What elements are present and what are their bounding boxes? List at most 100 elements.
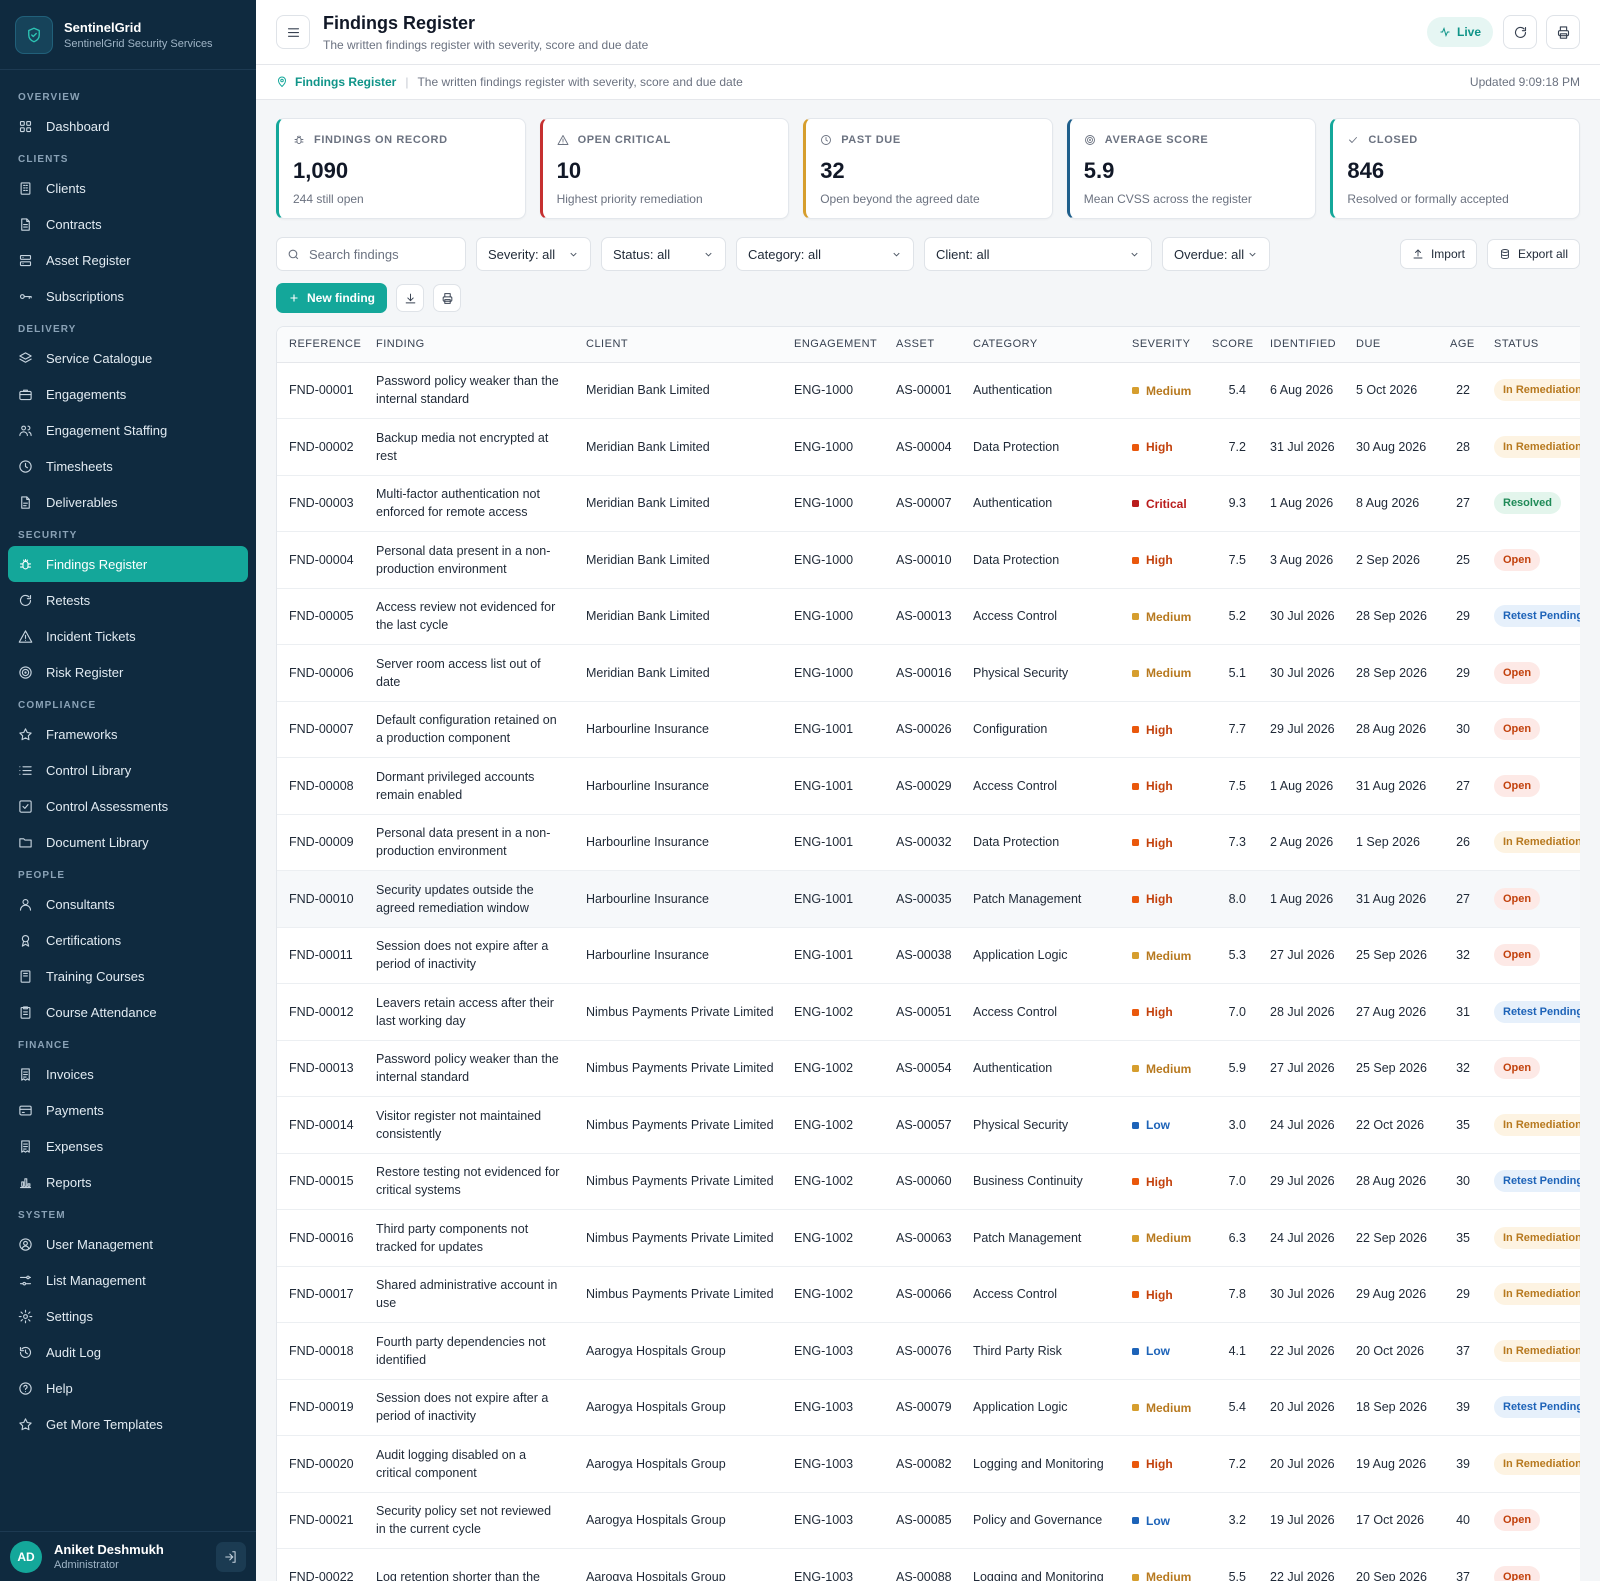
status-filter[interactable]: Status: all bbox=[601, 237, 726, 271]
sidebar-item-invoices[interactable]: Invoices bbox=[8, 1056, 248, 1092]
table-row[interactable]: FND-00006 Server room access list out of … bbox=[277, 644, 1580, 702]
table-row[interactable]: FND-00019 Session does not expire after a… bbox=[277, 1379, 1580, 1436]
column-header-asset[interactable]: ASSET bbox=[884, 327, 961, 363]
sidebar-item-course-attendance[interactable]: Course Attendance bbox=[8, 994, 248, 1030]
sidebar-item-control-assessments[interactable]: Control Assessments bbox=[8, 788, 248, 824]
table-row[interactable]: FND-00013 Password policy weaker than the… bbox=[277, 1040, 1580, 1097]
new-finding-button[interactable]: New finding bbox=[276, 283, 387, 313]
sidebar-item-certifications[interactable]: Certifications bbox=[8, 922, 248, 958]
cell-finding: Personal data present in a non-productio… bbox=[364, 531, 574, 589]
severity-filter[interactable]: Severity: all bbox=[476, 237, 591, 271]
table-row[interactable]: FND-00021 Security policy set not reviewe… bbox=[277, 1492, 1580, 1549]
refresh-button[interactable] bbox=[1503, 15, 1537, 49]
sidebar-item-retests[interactable]: Retests bbox=[8, 582, 248, 618]
sidebar-item-training-courses[interactable]: Training Courses bbox=[8, 958, 248, 994]
table-row[interactable]: FND-00008 Dormant privileged accounts rem… bbox=[277, 757, 1580, 815]
table-row[interactable]: FND-00003 Multi-factor authentication not… bbox=[277, 475, 1580, 532]
column-header-due[interactable]: DUE bbox=[1344, 327, 1438, 363]
table-row[interactable]: FND-00009 Personal data present in a non-… bbox=[277, 814, 1580, 871]
severity-badge: Medium bbox=[1132, 1570, 1191, 1581]
column-header-finding[interactable]: FINDING bbox=[364, 327, 574, 363]
table-row[interactable]: FND-00005 Access review not evidenced for… bbox=[277, 588, 1580, 645]
severity-badge: Medium bbox=[1132, 949, 1191, 963]
sidebar-item-control-library[interactable]: Control Library bbox=[8, 752, 248, 788]
column-header-severity[interactable]: SEVERITY bbox=[1120, 327, 1200, 363]
import-button[interactable]: Import bbox=[1399, 239, 1477, 269]
sidebar-item-settings[interactable]: Settings bbox=[8, 1298, 248, 1334]
column-header-category[interactable]: CATEGORY bbox=[961, 327, 1120, 363]
avatar[interactable]: AD bbox=[10, 1540, 42, 1573]
table-row[interactable]: FND-00001 Password policy weaker than the… bbox=[277, 362, 1580, 419]
table-row[interactable]: FND-00014 Visitor register not maintained… bbox=[277, 1096, 1580, 1154]
table-body: FND-00001 Password policy weaker than the… bbox=[277, 362, 1580, 1581]
breadcrumb-current[interactable]: Findings Register bbox=[295, 75, 397, 89]
table-row[interactable]: FND-00017 Shared administrative account i… bbox=[277, 1266, 1580, 1323]
sidebar-item-service-catalogue[interactable]: Service Catalogue bbox=[8, 340, 248, 376]
sidebar-item-get-more-templates[interactable]: Get More Templates bbox=[8, 1406, 248, 1442]
table-row[interactable]: FND-00016 Third party components not trac… bbox=[277, 1209, 1580, 1267]
stat-subtext: Open beyond the agreed date bbox=[820, 192, 980, 206]
sidebar-item-consultants[interactable]: Consultants bbox=[8, 886, 248, 922]
sidebar-item-list-management[interactable]: List Management bbox=[8, 1262, 248, 1298]
table-row[interactable]: FND-00010 Security updates outside the ag… bbox=[277, 870, 1580, 928]
sidebar-item-user-management[interactable]: User Management bbox=[8, 1226, 248, 1262]
sidebar-item-help[interactable]: Help bbox=[8, 1370, 248, 1406]
table-row[interactable]: FND-00020 Audit logging disabled on a cri… bbox=[277, 1435, 1580, 1493]
column-header-score[interactable]: SCORE bbox=[1200, 327, 1258, 363]
cell-ref: FND-00006 bbox=[277, 644, 364, 702]
menu-toggle-button[interactable] bbox=[276, 15, 310, 49]
search-input[interactable] bbox=[309, 246, 449, 262]
sidebar-item-dashboard[interactable]: Dashboard bbox=[8, 108, 248, 144]
client-filter[interactable]: Client: all bbox=[924, 237, 1152, 271]
column-header-reference[interactable]: REFERENCE bbox=[277, 327, 364, 363]
logout-button[interactable] bbox=[216, 1541, 246, 1572]
table-row[interactable]: FND-00007 Default configuration retained … bbox=[277, 701, 1580, 758]
overdue-filter[interactable]: Overdue: all bbox=[1162, 237, 1270, 271]
sidebar-item-deliverables[interactable]: Deliverables bbox=[8, 484, 248, 520]
search-box[interactable] bbox=[276, 237, 466, 271]
sidebar-item-audit-log[interactable]: Audit Log bbox=[8, 1334, 248, 1370]
sidebar-item-payments[interactable]: Payments bbox=[8, 1092, 248, 1128]
brand[interactable]: SentinelGrid SentinelGrid Security Servi… bbox=[0, 0, 256, 70]
table-row[interactable]: FND-00004 Personal data present in a non-… bbox=[277, 531, 1580, 589]
sidebar-item-contracts[interactable]: Contracts bbox=[8, 206, 248, 242]
print-table-button[interactable] bbox=[433, 284, 461, 312]
table-row[interactable]: FND-00015 Restore testing not evidenced f… bbox=[277, 1153, 1580, 1210]
sidebar-item-reports[interactable]: Reports bbox=[8, 1164, 248, 1200]
severity-badge: High bbox=[1132, 1288, 1173, 1302]
sidebar-item-expenses[interactable]: Expenses bbox=[8, 1128, 248, 1164]
sidebar-item-engagement-staffing[interactable]: Engagement Staffing bbox=[8, 412, 248, 448]
sidebar-item-engagements[interactable]: Engagements bbox=[8, 376, 248, 412]
download-button[interactable] bbox=[396, 284, 424, 312]
sidebar-item-clients[interactable]: Clients bbox=[8, 170, 248, 206]
column-header-identified[interactable]: IDENTIFIED bbox=[1258, 327, 1344, 363]
table-row[interactable]: FND-00002 Backup media not encrypted at r… bbox=[277, 418, 1580, 476]
sidebar-item-incident-tickets[interactable]: Incident Tickets bbox=[8, 618, 248, 654]
table-row[interactable]: FND-00011 Session does not expire after a… bbox=[277, 927, 1580, 984]
export-all-button[interactable]: Export all bbox=[1486, 239, 1580, 269]
column-header-engagement[interactable]: ENGAGEMENT bbox=[782, 327, 884, 363]
status-badge: In Remediation bbox=[1494, 1339, 1580, 1362]
column-header-client[interactable]: CLIENT bbox=[574, 327, 782, 363]
table-row[interactable]: FND-00022 Log retention shorter than the A… bbox=[277, 1548, 1580, 1581]
sidebar-item-timesheets[interactable]: Timesheets bbox=[8, 448, 248, 484]
print-button[interactable] bbox=[1546, 15, 1580, 49]
live-indicator[interactable]: Live bbox=[1426, 17, 1493, 47]
sidebar-item-asset-register[interactable]: Asset Register bbox=[8, 242, 248, 278]
sidebar-item-subscriptions[interactable]: Subscriptions bbox=[8, 278, 248, 314]
sidebar-item-label: Asset Register bbox=[46, 252, 131, 268]
column-header-age[interactable]: AGE bbox=[1438, 327, 1482, 363]
table-row[interactable]: FND-00012 Leavers retain access after the… bbox=[277, 983, 1580, 1041]
findings-table-container[interactable]: REFERENCE FINDING CLIENT ENGAGEMENT ASSET CAT… bbox=[276, 326, 1580, 1581]
sidebar-item-frameworks[interactable]: Frameworks bbox=[8, 716, 248, 752]
cell-status: In Remediation bbox=[1482, 1266, 1580, 1323]
sidebar-item-findings-register[interactable]: Findings Register bbox=[8, 546, 248, 582]
cell-eng: ENG-1001 bbox=[782, 757, 884, 815]
sidebar-item-document-library[interactable]: Document Library bbox=[8, 824, 248, 860]
category-filter[interactable]: Category: all bbox=[736, 237, 914, 271]
column-header-status[interactable]: STATUS bbox=[1482, 327, 1580, 363]
cell-age: 39 bbox=[1438, 1379, 1482, 1436]
table-row[interactable]: FND-00018 Fourth party dependencies not i… bbox=[277, 1322, 1580, 1380]
sidebar-item-risk-register[interactable]: Risk Register bbox=[8, 654, 248, 690]
cell-eng: ENG-1000 bbox=[782, 588, 884, 645]
